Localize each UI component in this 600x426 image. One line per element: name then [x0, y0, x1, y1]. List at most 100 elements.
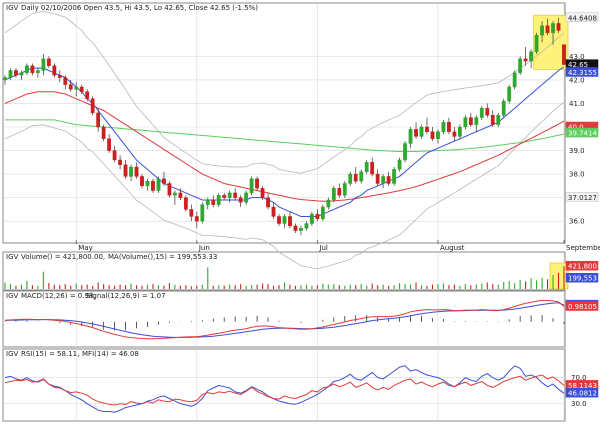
price-tag: 40.0: [568, 124, 584, 132]
candle-up: [3, 77, 7, 81]
candle-up: [129, 166, 133, 177]
candle-down: [277, 216, 281, 224]
candle-up: [540, 25, 544, 36]
candle-up: [507, 86, 512, 102]
candle-up: [326, 199, 331, 208]
candle-up: [282, 216, 287, 224]
candle-up: [403, 143, 407, 161]
candle-down: [118, 159, 122, 165]
candle-down: [167, 183, 172, 196]
volume-tag: 421,800: [568, 263, 597, 271]
month-label: May: [78, 244, 92, 252]
candle-down: [260, 188, 265, 198]
candle-down: [447, 122, 451, 132]
volume-tag-bg: [565, 272, 599, 283]
candle-up: [436, 131, 440, 139]
header-symbol: IGV: [6, 4, 18, 12]
macd-lines: [4, 299, 565, 340]
rsi-mfi-lines: [4, 365, 565, 413]
macd-legend-value: MACD(12,26) = 0.98,: [21, 292, 96, 300]
candle-up: [457, 126, 462, 137]
rsi-legend-symbol: IGV: [6, 350, 18, 358]
candle-down: [30, 65, 35, 74]
candle-up: [364, 162, 369, 172]
month-label: Jun: [198, 244, 210, 252]
candle-up: [397, 159, 402, 170]
candle-down: [178, 192, 183, 198]
candle-down: [151, 180, 155, 191]
candle-down: [266, 197, 270, 208]
macd-legend-symbol: IGV: [6, 292, 18, 300]
candle-up: [200, 204, 205, 222]
candle-up: [156, 178, 161, 191]
price-tag-bg: [565, 12, 599, 23]
subpanel-tags: 421,800199,5531.067270.9810558.114346.08…: [565, 260, 599, 398]
price-tag: 44.6408: [568, 14, 597, 22]
rsi-tag: 46.0812: [568, 390, 597, 398]
candle-down: [430, 131, 435, 139]
price-axis-ticks: 36.037.038.039.040.041.042.043.030.070.0: [569, 53, 587, 408]
candle-up: [479, 107, 484, 118]
candle-up: [381, 176, 386, 184]
candle-down: [468, 117, 473, 125]
candle-down: [562, 44, 566, 65]
header-ohlc-text: Daily 02/10/2006 Open 43.5, Hi 43.5, Lo …: [21, 4, 258, 12]
candle-up: [35, 70, 40, 74]
candle-up: [512, 72, 517, 88]
candle-up: [534, 34, 539, 52]
price-tag: 42.65: [568, 61, 588, 69]
upper-band-line: [4, 10, 565, 174]
candle-down: [63, 77, 68, 85]
price-tick-label: 42.0: [569, 76, 585, 84]
volume-tag-bg: [565, 260, 599, 271]
candle-down: [194, 216, 199, 222]
month-label: September: [566, 244, 600, 252]
price-tick-label: 36.0: [569, 218, 585, 226]
rsi-tick-label: 30.0: [571, 400, 587, 408]
candle-up: [249, 178, 254, 194]
candle-down: [46, 58, 51, 66]
candle-up: [74, 86, 79, 90]
macd-panel-frame: [2, 290, 566, 348]
candle-down: [556, 23, 561, 31]
candle-down: [162, 178, 166, 184]
candle-up: [145, 180, 150, 187]
rsi-line: [4, 374, 565, 406]
month-label: August: [440, 244, 465, 252]
candle-down: [238, 197, 243, 203]
candle-up: [474, 117, 479, 125]
candle-up: [41, 58, 46, 71]
volume-legend-value: Volume() = 421,800.00,: [21, 253, 105, 261]
candle-down: [288, 216, 292, 227]
candle-down: [370, 162, 375, 175]
candle-up: [320, 206, 325, 220]
price-tag: 42.3155: [568, 69, 597, 77]
candle-down: [85, 91, 90, 99]
rsi-tick-label: 70.0: [571, 374, 587, 382]
candle-up: [331, 188, 336, 201]
candle-down: [414, 129, 418, 137]
candle-up: [244, 192, 249, 203]
macd-tag-bg: [565, 301, 599, 311]
candle-down: [315, 213, 320, 220]
candle-down: [68, 84, 73, 90]
candle-up: [342, 183, 347, 196]
price-gridlines: [4, 3, 565, 421]
candle-down: [112, 150, 117, 161]
candle-down: [211, 199, 216, 205]
candle-down: [14, 70, 18, 76]
candle-up: [348, 173, 353, 184]
candle-up: [25, 65, 29, 74]
candle-up: [529, 51, 534, 62]
candle-down: [96, 112, 101, 128]
price-tag-bg: [565, 127, 599, 138]
candle-up: [551, 23, 555, 34]
candle-down: [490, 115, 495, 125]
price-tag: 37.0127: [568, 194, 597, 202]
date-axis-labels: MayJunJulAugustSeptemberOctober: [75, 240, 600, 252]
candle-down: [255, 178, 259, 189]
candle-down: [375, 173, 380, 184]
candle-down: [386, 176, 391, 184]
